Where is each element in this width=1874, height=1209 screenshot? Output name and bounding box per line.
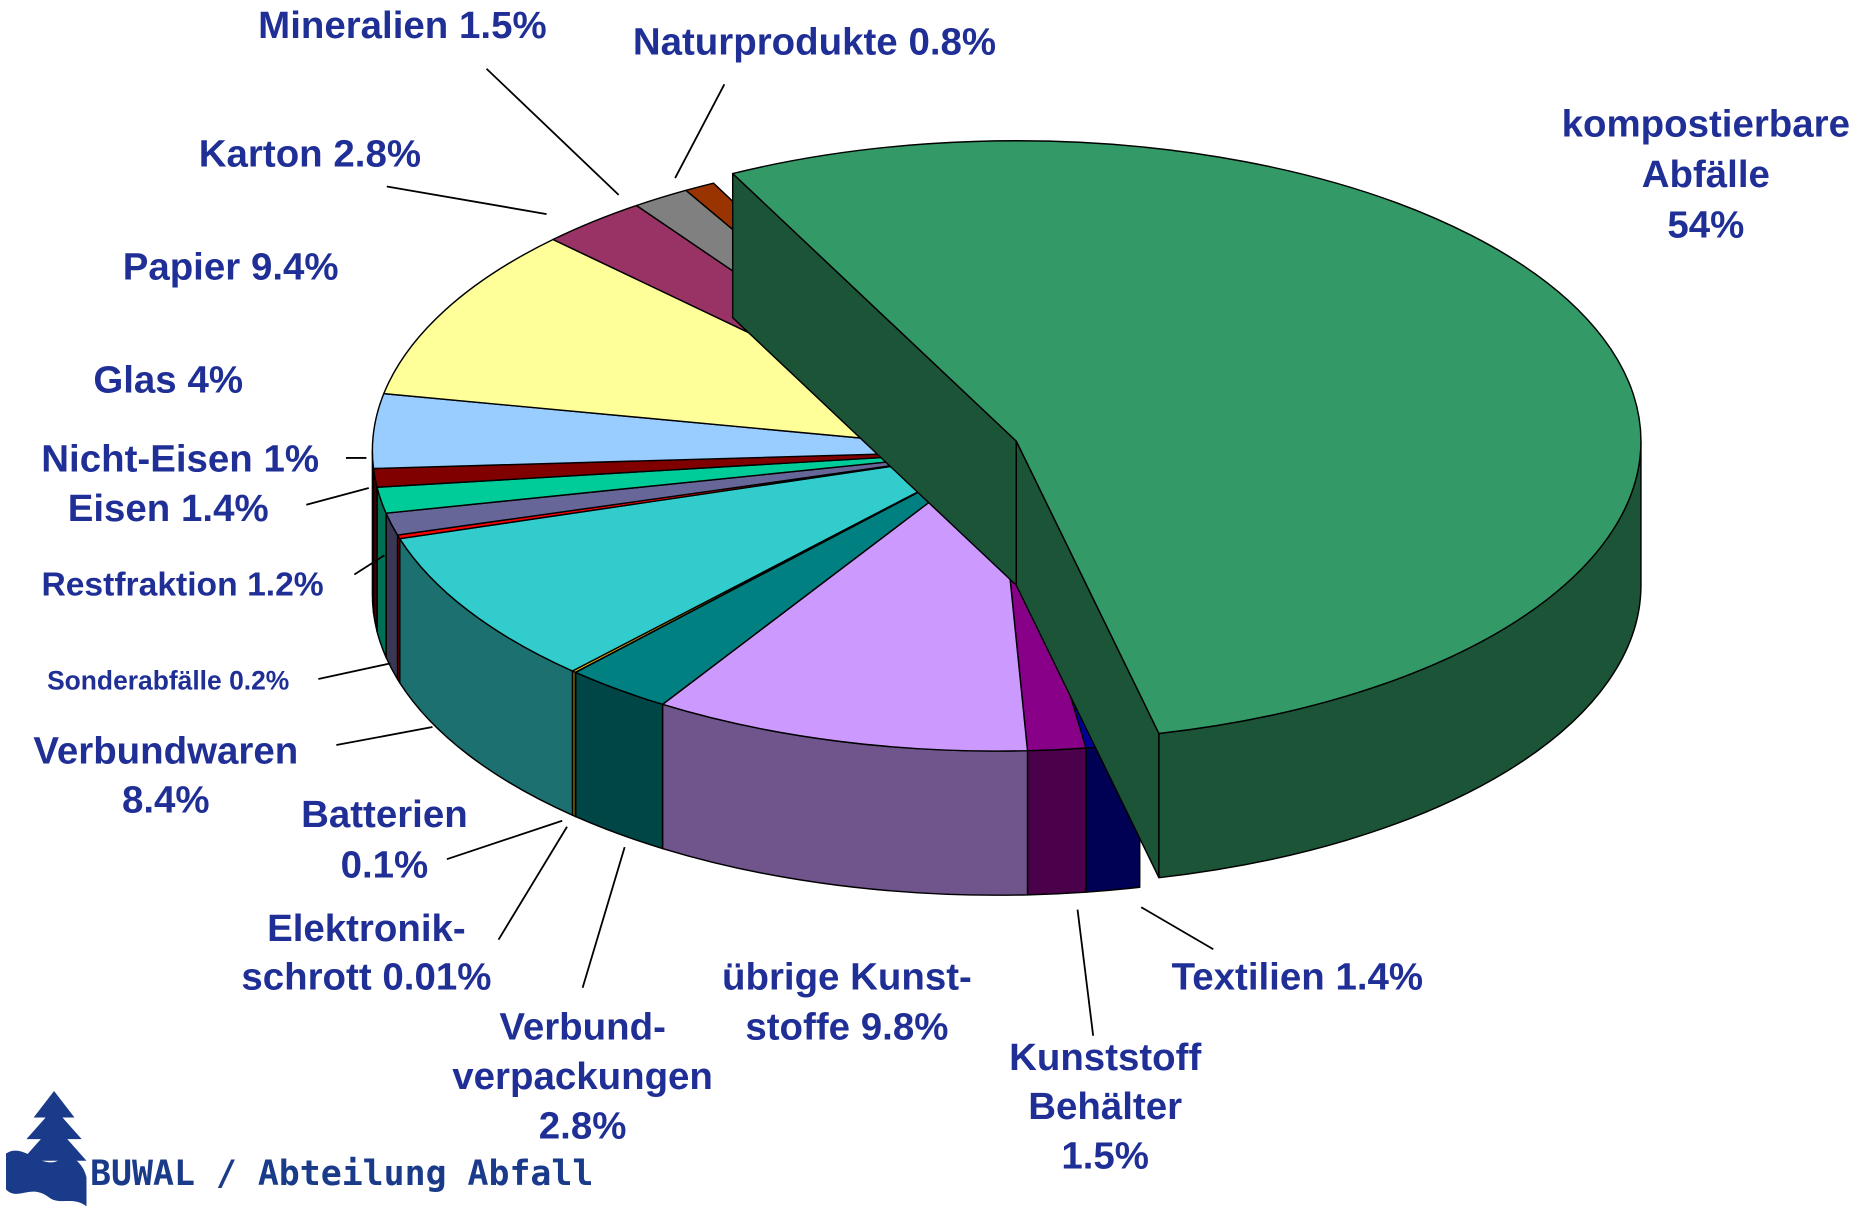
value-label: 1.5%: [1061, 1134, 1149, 1177]
leader-line: [674, 83, 726, 179]
pie-slice: [731, 140, 1642, 735]
label-line: Batterien: [301, 793, 468, 836]
leader-line: [353, 554, 385, 576]
label-line: Kunststoff: [1009, 1036, 1201, 1079]
leader-line: [1076, 909, 1095, 1036]
label-line: Restfraktion: [41, 566, 237, 603]
pie-slice: [399, 450, 998, 672]
slice-side: [385, 512, 399, 680]
value-label: 8.4%: [122, 779, 210, 822]
slice-label: Elektronik-schrott 0.01%: [241, 907, 491, 998]
slice-label: kompostierbare Abfälle 54%: [1562, 103, 1850, 247]
leader-line: [485, 68, 620, 196]
slice-label: Restfraktion 1.2%: [41, 566, 323, 603]
label-line: Textilien: [1172, 955, 1325, 998]
slice-label: Sonderabfälle 0.2%: [47, 666, 289, 696]
slice-label: Batterien 0.1%: [301, 793, 468, 886]
value-label: 1.4%: [1335, 955, 1423, 998]
slice-label: Naturprodukte 0.8%: [633, 21, 996, 64]
label-line: kompostierbare: [1562, 103, 1850, 146]
leader-line: [446, 819, 563, 861]
value-label: 54%: [1667, 203, 1744, 246]
logo: [6, 1091, 87, 1207]
label-line: Sonderabfälle: [47, 666, 222, 696]
label-line: Mineralien: [258, 4, 448, 47]
label-line: Karton: [199, 133, 323, 176]
value-label: 9.8%: [861, 1006, 949, 1049]
label-line: Verbundwaren: [33, 730, 298, 773]
slice-label: Karton 2.8%: [199, 133, 421, 176]
label-line: Naturprodukte: [633, 21, 898, 64]
label-line: schrott: [241, 955, 371, 998]
label-line: Eisen: [68, 487, 171, 530]
value-label: 2.8%: [333, 133, 421, 176]
label-line: stoffe: [745, 1006, 850, 1049]
exploded-slice: [731, 140, 1642, 879]
label-line: übrige Kunst-: [722, 955, 972, 998]
label-line: Elektronik-: [267, 907, 466, 950]
slice-side: [376, 486, 387, 659]
leader-line: [386, 185, 547, 215]
label-line: Verbund-: [499, 1006, 666, 1049]
value-label: 1.2%: [247, 566, 324, 603]
slice-side: [1026, 747, 1087, 896]
label-line: Papier: [123, 245, 241, 288]
slice-label: Glas 4%: [93, 358, 243, 401]
label-line: verpackungen: [452, 1055, 713, 1098]
slice-label: Mineralien 1.5%: [258, 4, 546, 47]
value-label: 1.4%: [181, 487, 269, 530]
slice-label: Papier 9.4%: [123, 245, 339, 288]
slice-side: [371, 450, 375, 614]
value-label: 2.8%: [539, 1104, 627, 1147]
label-line: Glas: [93, 358, 176, 401]
leader-line: [336, 726, 433, 746]
value-label: 1%: [264, 438, 320, 481]
value-label: 0.1%: [341, 844, 429, 887]
leader-line: [497, 826, 568, 941]
footer: BUWAL / Abteilung Abfall: [90, 1154, 593, 1194]
leader-line: [581, 846, 626, 988]
slice-label: Kunststoff Behälter 1.5%: [1009, 1036, 1201, 1178]
label-line: Abfälle: [1642, 153, 1770, 196]
slice-label: übrige Kunst-stoffe 9.8%: [722, 955, 972, 1048]
slice-label: Verbund-verpackungen 2.8%: [452, 1006, 713, 1148]
slice-label: Nicht-Eisen 1%: [41, 438, 319, 481]
value-label: 0.8%: [908, 21, 996, 64]
leader-line: [318, 662, 391, 680]
value-label: 0.2%: [229, 666, 289, 696]
label-line: Nicht-Eisen: [41, 438, 252, 481]
value-label: 9.4%: [251, 245, 339, 288]
value-label: 4%: [187, 358, 243, 401]
slice-label: Verbundwaren 8.4%: [33, 730, 298, 822]
leader-line: [1140, 906, 1214, 951]
slice-label: Eisen 1.4%: [68, 487, 269, 530]
leader-line: [306, 487, 370, 506]
value-label: 1.5%: [459, 4, 547, 47]
slice-label: Textilien 1.4%: [1172, 955, 1423, 998]
label-line: Behälter: [1028, 1085, 1182, 1128]
value-label: 0.01%: [382, 955, 491, 998]
pie-slice: [661, 450, 1029, 752]
